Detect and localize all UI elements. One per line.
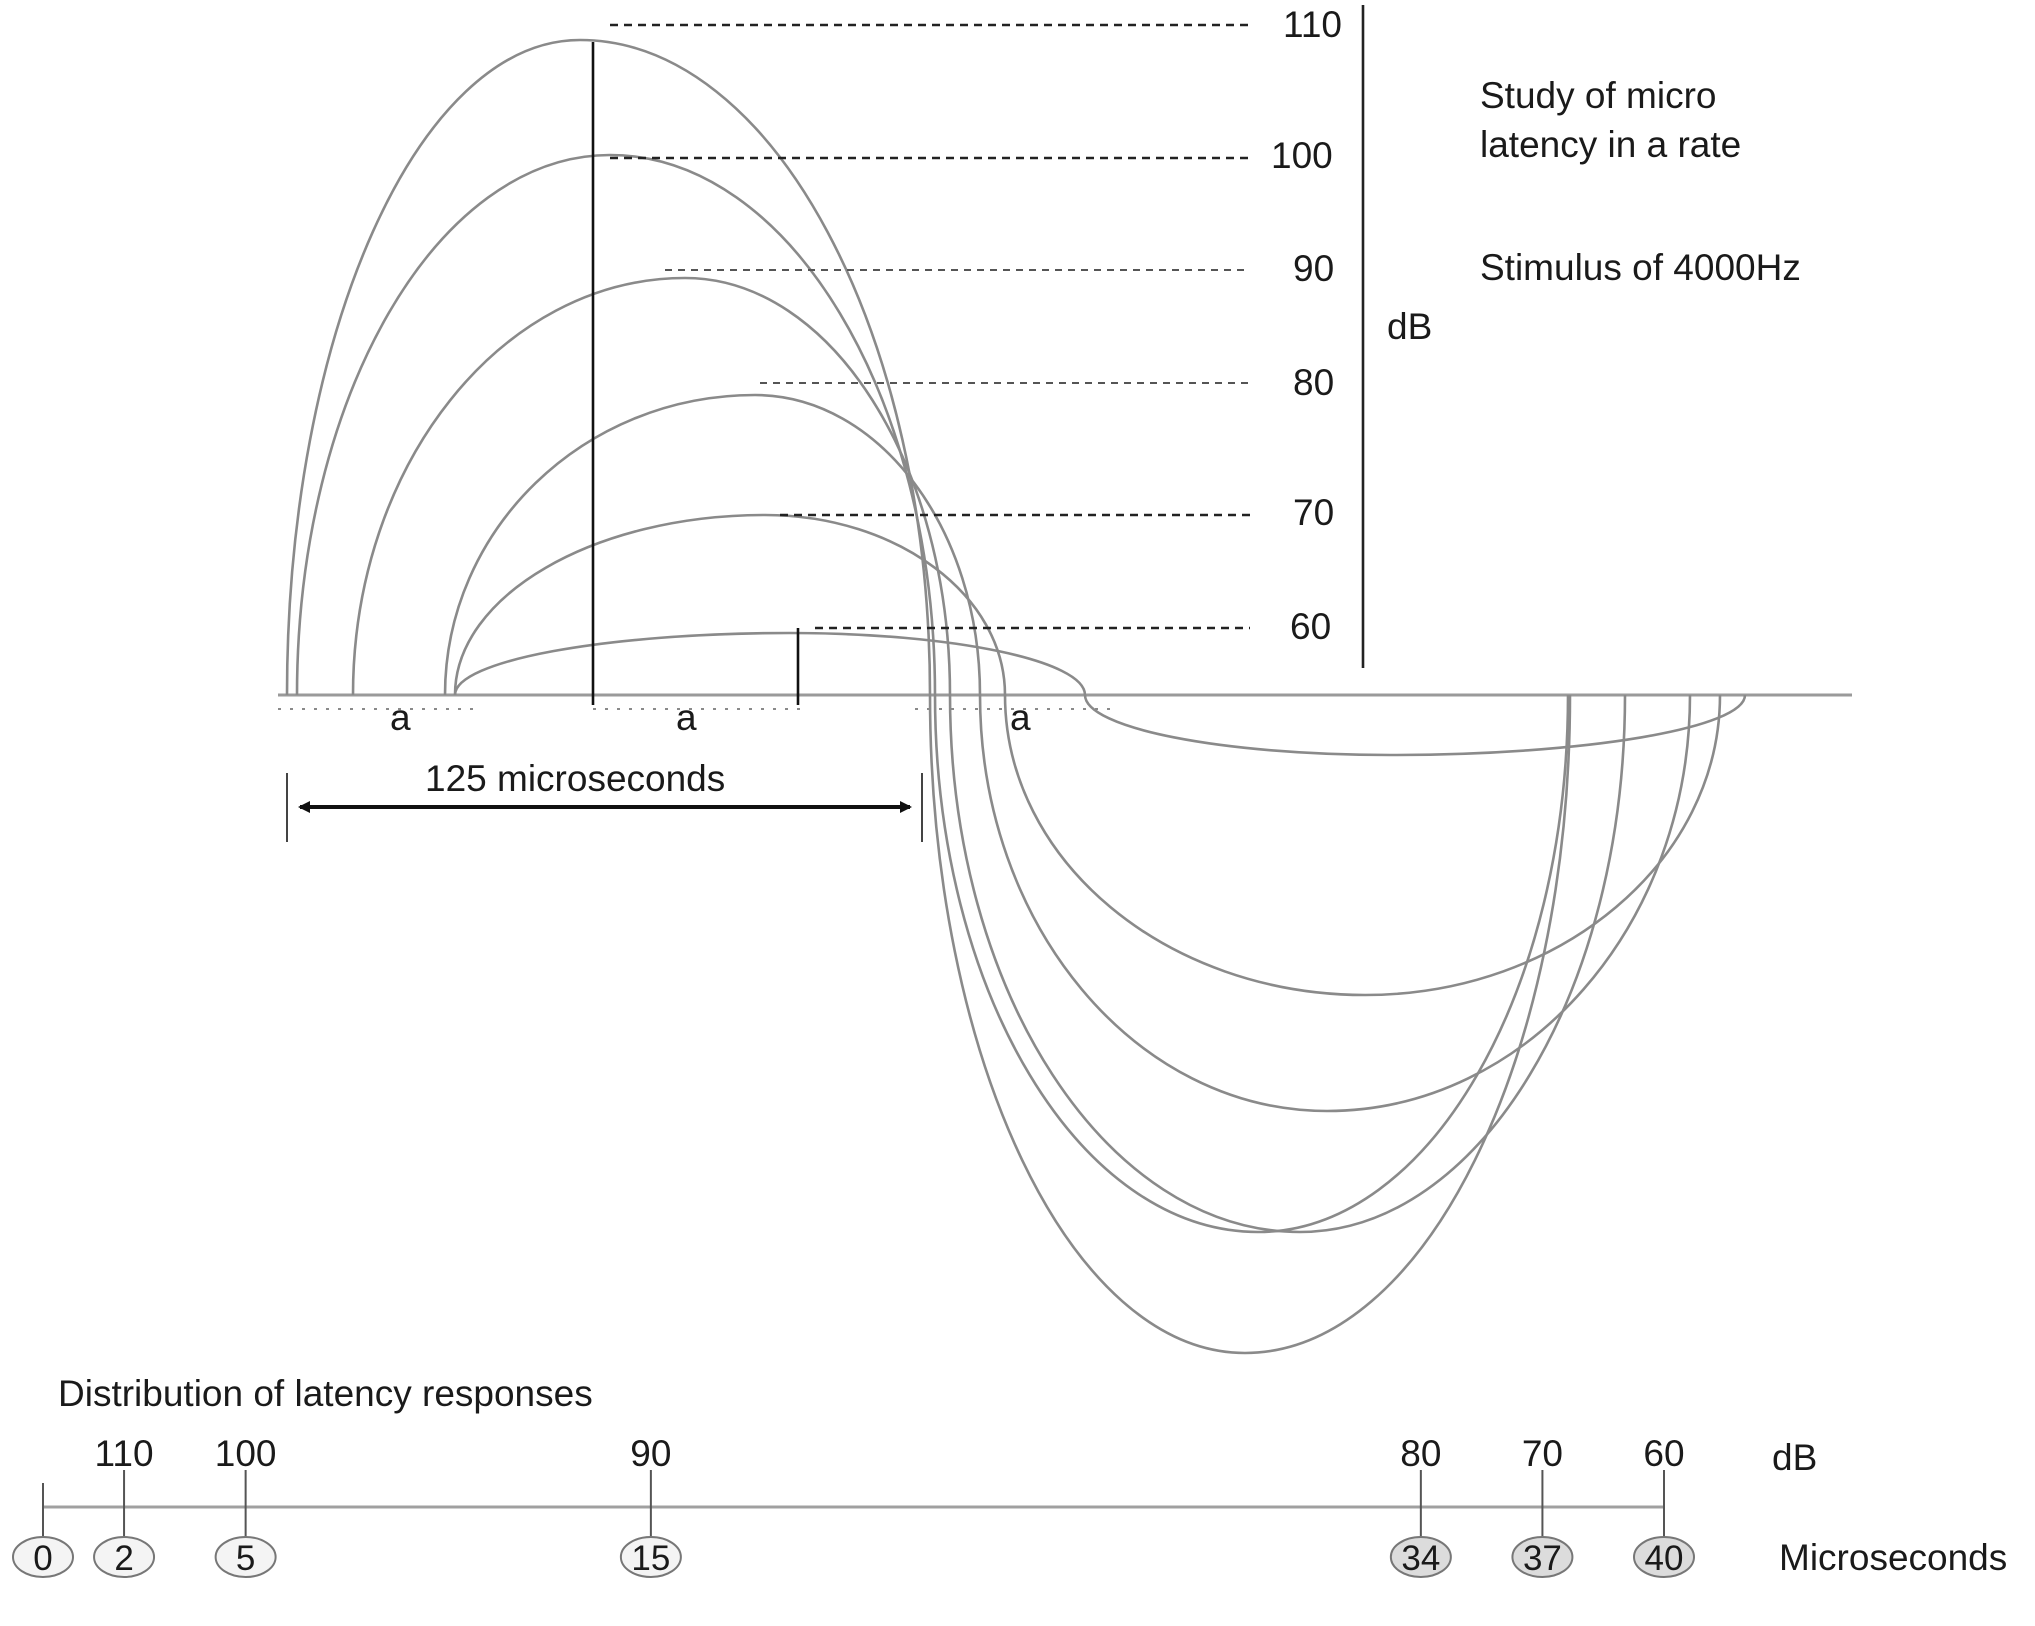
segment-label: a — [1010, 697, 1031, 738]
latency-ellipse — [1511, 1536, 1574, 1578]
title-line-2: latency in a rate — [1480, 124, 1741, 165]
waveform-curve-60 — [453, 631, 1747, 757]
segment-label: a — [390, 697, 411, 738]
level-label-100: 100 — [1271, 135, 1333, 176]
waveform-curve-100 — [295, 153, 1570, 1234]
level-label-60: 60 — [1290, 606, 1331, 647]
period-label: 125 microseconds — [425, 758, 725, 799]
distribution-heading: Distribution of latency responses — [58, 1373, 593, 1414]
distribution-db-unit: dB — [1772, 1437, 1817, 1478]
level-label-80: 80 — [1293, 362, 1334, 403]
latency-value: 34 — [1401, 1539, 1440, 1578]
latency-value: 0 — [33, 1539, 52, 1578]
distribution-marks: 0 2 110 5 100 15 90 34 80 37 70 40 60 — [12, 1433, 1695, 1578]
latency-ellipse — [1633, 1536, 1695, 1578]
waveform-curve-90 — [351, 276, 1627, 1234]
latency-value: 2 — [114, 1539, 133, 1578]
segment-label: a — [676, 697, 697, 738]
waveform-group — [285, 38, 1747, 1355]
latency-ellipse — [619, 1536, 682, 1578]
distribution-db-value: 60 — [1643, 1433, 1684, 1474]
db-unit-label: dB — [1387, 306, 1432, 347]
latency-value: 40 — [1645, 1539, 1684, 1578]
latency-ellipse — [93, 1536, 156, 1578]
title-line-1: Study of micro — [1480, 75, 1716, 116]
distribution-db-value: 90 — [630, 1433, 671, 1474]
latency-ellipse — [12, 1536, 74, 1578]
latency-value: 15 — [631, 1539, 670, 1578]
distribution-time-unit: Microseconds — [1779, 1537, 2007, 1578]
waveform-curve-80 — [443, 393, 1692, 1113]
segment-a-3: a — [915, 697, 1110, 738]
latency-value: 37 — [1523, 1539, 1562, 1578]
distribution-db-value: 70 — [1522, 1433, 1563, 1474]
level-label-70: 70 — [1293, 492, 1334, 533]
segment-a-2: a — [593, 697, 800, 738]
level-label-110: 110 — [1283, 4, 1342, 45]
latency-ellipse — [1389, 1536, 1452, 1578]
distribution-db-value: 80 — [1400, 1433, 1441, 1474]
segment-a-1: a — [278, 697, 478, 738]
stimulus-label: Stimulus of 4000Hz — [1480, 247, 1801, 288]
waveform-curve-110 — [285, 38, 1572, 1355]
latency-ellipse — [214, 1536, 277, 1578]
latency-value: 5 — [236, 1539, 255, 1578]
distribution-db-value: 110 — [95, 1433, 154, 1474]
distribution-db-value: 100 — [215, 1433, 277, 1474]
level-label-90: 90 — [1293, 248, 1334, 289]
waveform-curve-70 — [453, 513, 1722, 997]
